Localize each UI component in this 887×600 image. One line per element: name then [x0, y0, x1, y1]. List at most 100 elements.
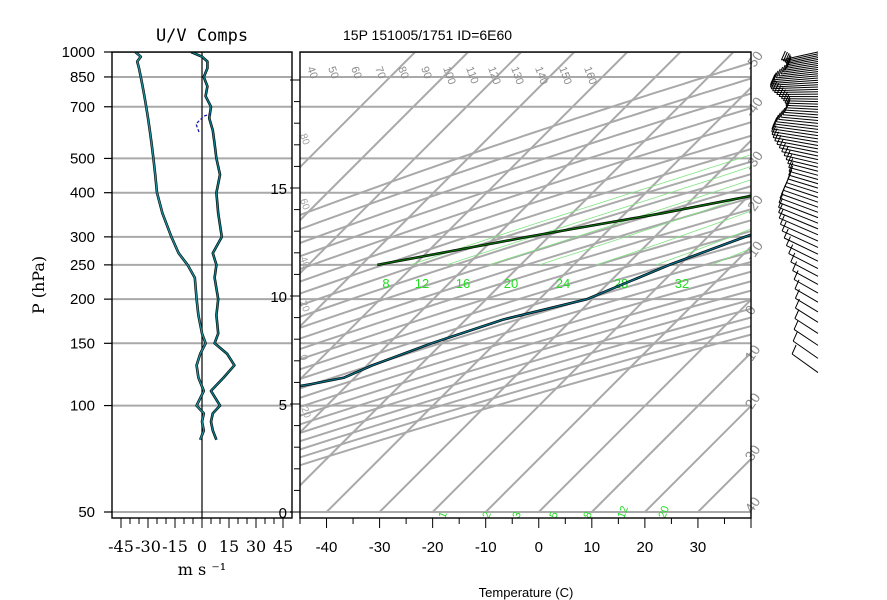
wind-barb-shaft [793, 328, 819, 346]
height-tick-label: 0 [279, 505, 287, 522]
uv-plot-frame [111, 51, 293, 519]
wind-barb-flag [782, 62, 788, 73]
wind-barb-shaft [776, 143, 819, 153]
wind-barb-shaft [787, 178, 819, 189]
wind-barb-flag [775, 112, 781, 122]
dry-adiabat [300, 107, 751, 258]
wind-barb-shaft [785, 64, 819, 71]
wind-barb-shaft [785, 109, 819, 113]
wind-barb [780, 64, 819, 75]
left-isotherm-label: 40 [297, 255, 311, 270]
theta-e-label: 12 [415, 276, 429, 291]
left-isotherm-label: 60 [297, 197, 311, 212]
dry-adiabat [300, 208, 751, 351]
dry-adiabat [300, 298, 751, 434]
wind-barb-flag [781, 142, 787, 152]
wind-barb-shaft [778, 71, 819, 77]
wind-barb-shaft [781, 230, 819, 248]
temp-x-tick-label: 0 [535, 539, 543, 556]
wind-barb [782, 105, 819, 119]
wind-barb-flag [778, 138, 784, 149]
isotherm [300, 52, 522, 275]
temp-x-tick-label: -40 [316, 539, 338, 556]
wind-barb-flag [771, 122, 777, 132]
wind-barb-shaft [795, 307, 819, 323]
wind-barb-flag [779, 188, 785, 199]
pressure-tick-label: 200 [70, 291, 95, 308]
skewt-plot-frame [299, 51, 752, 519]
wind-barb-flag [778, 66, 784, 77]
temp-x-tick-label: 30 [690, 539, 707, 556]
isotherm-label: -20 [741, 192, 766, 218]
wind-barb-shaft [788, 170, 819, 180]
temp-x-tick-label: -10 [475, 539, 497, 556]
wind-barb-flag [783, 91, 788, 102]
dry-adiabat-label: 130 [508, 65, 526, 86]
wind-barb-flag [778, 208, 784, 219]
wind-barb-flag [778, 87, 784, 97]
temp-x-tick-label: 20 [637, 539, 654, 556]
wind-barb-shaft [794, 318, 819, 334]
wind-barb-shaft [784, 111, 819, 116]
wind-barb-shaft [786, 182, 819, 194]
wind-barb-flag [782, 105, 788, 116]
isotherm [591, 351, 751, 513]
wind-barb [794, 309, 819, 334]
wind-barb-shaft [774, 91, 819, 93]
pressure-tick-label: 1000 [62, 44, 95, 61]
wind-barb [781, 221, 819, 248]
wind-barb-shaft [790, 261, 819, 277]
wind-barb [785, 96, 819, 108]
wind-barb-shaft [781, 151, 819, 161]
wind-barb-flag [784, 103, 789, 113]
dry-adiabat [300, 316, 751, 451]
wind-barb-flag [771, 119, 777, 130]
isotherm [750, 510, 751, 512]
wind-barb [785, 54, 819, 64]
wind-barb-shaft [783, 67, 819, 73]
wind-barb-flag [779, 215, 785, 225]
wind-barb-shaft [772, 88, 819, 92]
wind-barb-flag [793, 270, 799, 280]
wind-barb-shaft [771, 131, 819, 140]
wind-barb [772, 81, 819, 92]
wind-barb-shaft [783, 155, 819, 164]
uv-x-tick-label: -15 [162, 537, 188, 556]
wind-barb-flag [776, 134, 782, 145]
wind-barb [771, 125, 819, 143]
wind-barb-shaft [772, 125, 819, 133]
wind-barb-flag [781, 89, 786, 99]
wind-barb-shaft [786, 59, 819, 66]
wind-barb-flag [782, 51, 788, 62]
wind-barb-flag [790, 252, 796, 263]
wind-barb [778, 193, 819, 219]
wind-barb-flag [784, 60, 790, 71]
mixing-ratio-2 [841, 52, 887, 130]
dry-adiabat [300, 250, 751, 390]
mixing-ratio-label: 8 [582, 510, 595, 520]
wind-barb-flag [780, 107, 786, 118]
wind-barb-flag [788, 158, 794, 168]
uv-x-tick-label: 0 [197, 537, 207, 556]
wind-barb-flag [788, 162, 794, 172]
pressure-tick-label: 500 [70, 150, 95, 167]
isotherm [300, 52, 629, 381]
wind-barb-shaft [785, 104, 819, 108]
left-isotherm-label: 80 [297, 132, 311, 147]
uv-x-tick-label: -45 [108, 537, 134, 556]
pressure-tick-label: 250 [70, 257, 95, 274]
dry-adiabat [300, 307, 751, 443]
isotherm [538, 298, 751, 513]
isotherm [644, 404, 751, 513]
wind-barb [788, 158, 819, 176]
wind-barb-shaft [770, 84, 819, 88]
dry-adiabat [300, 280, 751, 417]
skewt-title: 15P 151005/1751 ID=6E60 [343, 27, 512, 43]
wind-barb-flag [788, 165, 794, 176]
moist-adiabat-20 [539, 193, 751, 266]
uv-series-0 [134, 52, 207, 441]
wind-barb-flag [787, 154, 793, 164]
dry-adiabat [300, 134, 751, 283]
wind-barb-shaft [778, 118, 819, 124]
uv-series-1 [190, 52, 236, 441]
